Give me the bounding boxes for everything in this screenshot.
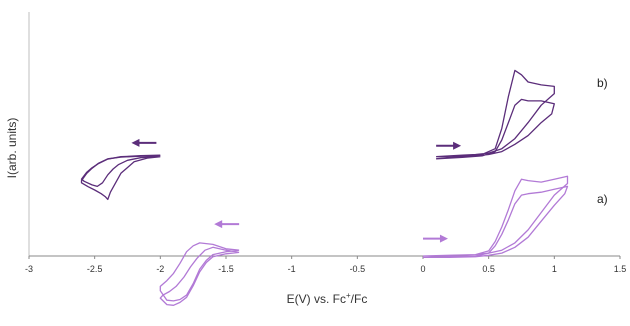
- series-layer: [80, 69, 569, 306]
- x-axis-title-superscript: +: [346, 291, 351, 300]
- axes: -3 -2.5 -2 -1.5 -1 -0.5 0 0.5 1 1.5: [25, 12, 626, 274]
- arrow-a-right-icon: [423, 234, 448, 243]
- series-a-reduction-scan-1: [159, 242, 240, 302]
- arrow-a-left-icon: [214, 220, 240, 229]
- x-tick-label: -0.5: [350, 264, 366, 274]
- x-tick-label: 1: [552, 264, 557, 274]
- arrow-head: [214, 220, 223, 229]
- arrow-b-left-icon: [131, 138, 157, 147]
- x-axis-title: E(V) vs. Fc+/Fc: [287, 291, 368, 306]
- y-axis-title: I(arb. units): [5, 118, 19, 179]
- arrow-head: [131, 138, 140, 147]
- x-axis-title-main: E(V) vs. Fc: [287, 292, 346, 306]
- trace-label-a: a): [597, 192, 608, 206]
- series-b-reduction-scan-1: [80, 155, 161, 201]
- arrow-head: [439, 234, 448, 243]
- x-axis-title-suffix: /Fc: [351, 292, 368, 306]
- x-tick-label: -3: [25, 264, 33, 274]
- x-tick-label: 0: [420, 264, 425, 274]
- x-tick-label: -1: [288, 264, 296, 274]
- x-tick-label: 1.5: [614, 264, 627, 274]
- series-b-oxidation-scan-1: [436, 69, 555, 158]
- series-b-oxidation-scan-2: [436, 98, 555, 160]
- x-tick-label: -2: [156, 264, 164, 274]
- trace-label-b: b): [597, 76, 608, 90]
- x-tick-label: -1.5: [218, 264, 234, 274]
- series-a-reduction-scan-2: [159, 246, 240, 306]
- x-tick-label: -2.5: [87, 264, 103, 274]
- series-a-oxidation-scan-2: [422, 185, 569, 259]
- x-tick-label: 0.5: [482, 264, 495, 274]
- series-a-oxidation-scan-1: [422, 175, 569, 257]
- arrow-b-right-icon: [436, 141, 462, 150]
- series-b-reduction-scan-2: [80, 154, 161, 188]
- arrow-head: [453, 141, 462, 150]
- scan-direction-arrows: [131, 138, 462, 243]
- x-axis-ticks: -3 -2.5 -2 -1.5 -1 -0.5 0 0.5 1 1.5: [25, 256, 626, 274]
